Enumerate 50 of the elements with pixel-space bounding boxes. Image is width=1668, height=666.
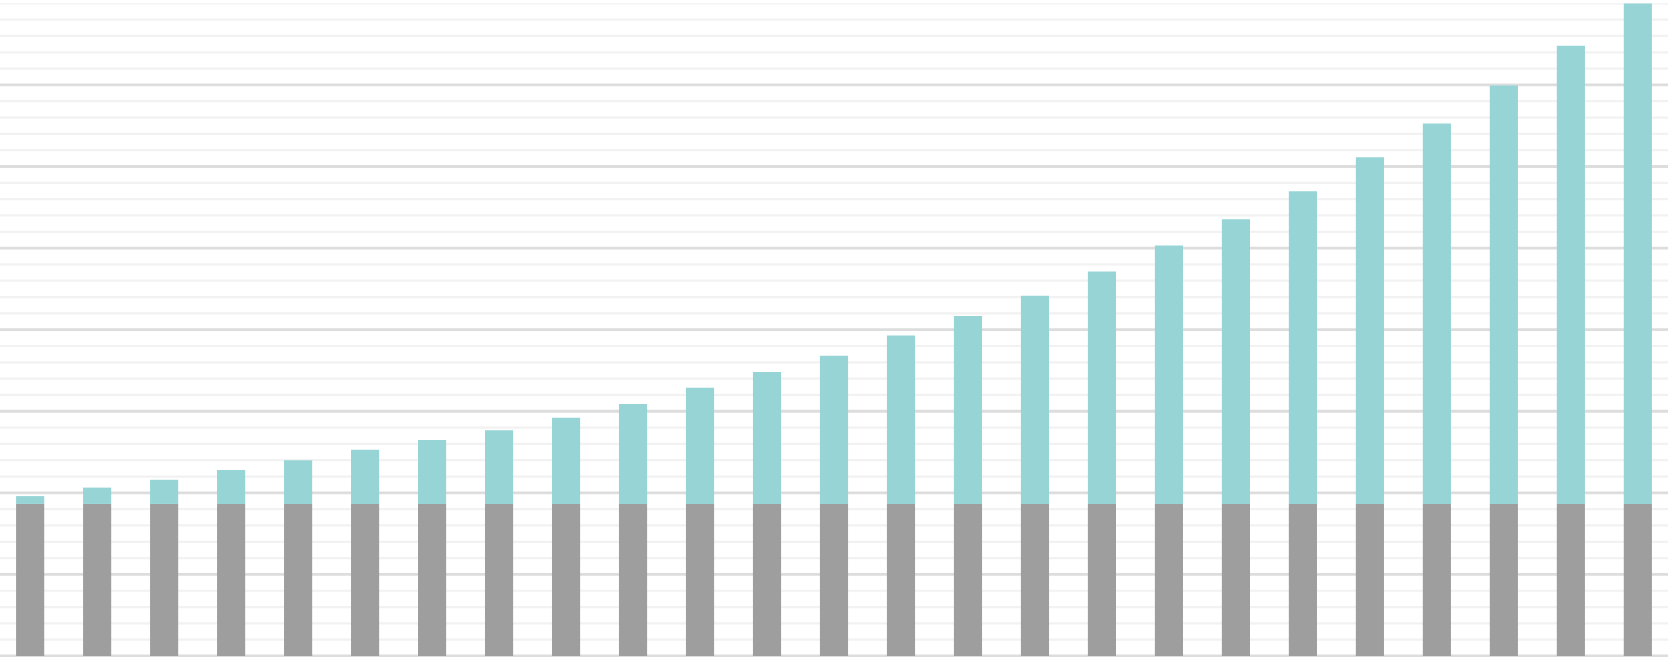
bar [217, 503, 246, 657]
bar [484, 430, 514, 504]
bar [1020, 503, 1050, 657]
bar [1288, 503, 1317, 657]
bar [418, 439, 447, 504]
bar [351, 503, 380, 657]
bar [351, 449, 380, 504]
bar [618, 503, 648, 657]
bar [1489, 85, 1518, 504]
bar [1623, 3, 1652, 504]
bar [1355, 157, 1384, 504]
bar [1422, 123, 1451, 504]
bar [819, 355, 849, 504]
bar [150, 503, 179, 657]
bar [1087, 271, 1117, 504]
bar [685, 387, 715, 504]
bar [16, 503, 45, 657]
bar [1221, 219, 1250, 504]
bar [217, 470, 246, 504]
bar [551, 417, 581, 504]
bar [819, 503, 849, 657]
bar [284, 503, 313, 657]
bar [685, 503, 715, 657]
bar [953, 315, 983, 504]
bar [1221, 503, 1250, 657]
bar [1355, 503, 1384, 657]
bar [551, 503, 581, 657]
bar [150, 479, 179, 504]
bar [1556, 45, 1585, 504]
bar [1154, 245, 1184, 504]
bar [953, 503, 983, 657]
bar [752, 372, 782, 504]
bar [1489, 503, 1518, 657]
bar [284, 460, 313, 504]
bar [1087, 503, 1117, 657]
bar [752, 503, 782, 657]
bar [618, 404, 648, 504]
bar [1556, 503, 1585, 657]
bar [83, 503, 112, 657]
bar [484, 503, 514, 657]
bar [1020, 295, 1050, 504]
bar [886, 335, 916, 504]
bar [886, 503, 916, 657]
bar [1422, 503, 1451, 657]
bar [1288, 191, 1317, 504]
bar [418, 503, 447, 657]
bar [83, 487, 112, 504]
bar [1154, 503, 1184, 657]
bar [16, 496, 45, 504]
bar [1623, 503, 1652, 657]
